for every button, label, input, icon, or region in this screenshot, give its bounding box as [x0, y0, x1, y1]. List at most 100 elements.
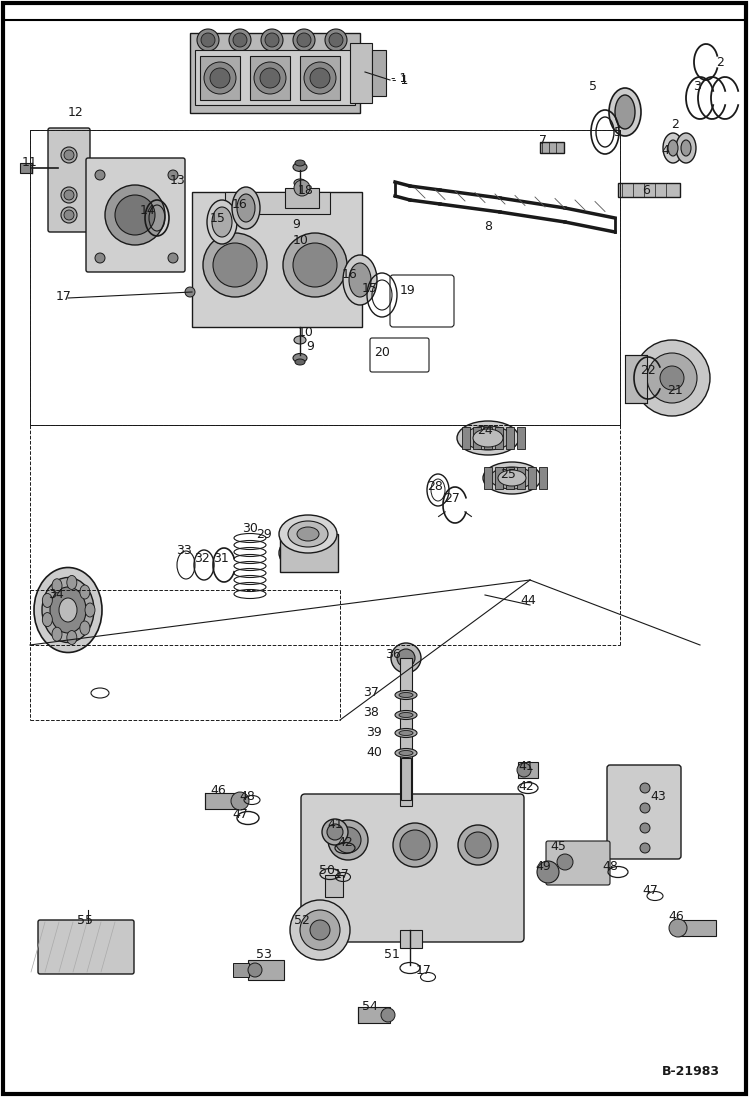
Circle shape [310, 68, 330, 88]
Text: 27: 27 [444, 491, 460, 505]
Ellipse shape [473, 429, 503, 446]
Circle shape [248, 963, 262, 977]
Circle shape [115, 195, 155, 235]
Ellipse shape [297, 527, 319, 541]
Text: 15: 15 [362, 282, 378, 294]
Ellipse shape [85, 603, 95, 617]
Ellipse shape [294, 179, 306, 186]
FancyBboxPatch shape [607, 765, 681, 859]
Ellipse shape [293, 162, 307, 171]
Ellipse shape [50, 587, 86, 633]
Circle shape [517, 764, 531, 777]
Bar [225, 192, 330, 214]
Ellipse shape [676, 133, 696, 163]
Circle shape [329, 33, 343, 47]
Circle shape [210, 68, 230, 88]
Text: 48: 48 [602, 860, 618, 872]
Text: 52: 52 [294, 914, 310, 927]
Ellipse shape [668, 140, 678, 156]
Text: 6: 6 [642, 183, 650, 196]
Bar [20, 163, 32, 173]
Text: 11: 11 [22, 156, 38, 169]
Text: 8: 8 [484, 219, 492, 233]
Ellipse shape [237, 194, 255, 222]
Ellipse shape [207, 200, 237, 244]
Bar [200, 56, 240, 100]
Text: 24: 24 [477, 423, 493, 437]
Text: 40: 40 [366, 746, 382, 759]
Circle shape [201, 33, 215, 47]
Ellipse shape [295, 160, 305, 166]
Ellipse shape [288, 521, 328, 547]
Text: 43: 43 [650, 790, 666, 803]
Text: 14: 14 [140, 204, 156, 216]
Text: 50: 50 [319, 863, 335, 877]
Text: 54: 54 [362, 999, 378, 1013]
Ellipse shape [43, 612, 52, 626]
Text: 20: 20 [374, 346, 390, 359]
Bar [678, 920, 716, 936]
Ellipse shape [399, 731, 413, 735]
FancyBboxPatch shape [48, 128, 90, 231]
Text: 30: 30 [242, 521, 258, 534]
Text: 9: 9 [292, 218, 300, 231]
Text: 9: 9 [306, 340, 314, 353]
Text: 36: 36 [385, 648, 401, 661]
Text: 42: 42 [518, 780, 534, 792]
Text: 22: 22 [640, 363, 656, 376]
Ellipse shape [609, 88, 641, 136]
Ellipse shape [483, 462, 541, 494]
Circle shape [325, 29, 347, 50]
Bar [325, 875, 343, 897]
Text: 10: 10 [293, 234, 309, 247]
Text: 38: 38 [363, 706, 379, 720]
Circle shape [327, 824, 343, 840]
Text: 5: 5 [589, 79, 597, 92]
Bar [484, 427, 492, 449]
Ellipse shape [80, 621, 90, 635]
Text: 16: 16 [232, 199, 248, 212]
Text: 3: 3 [693, 79, 701, 92]
Circle shape [293, 244, 337, 287]
Bar [350, 43, 372, 103]
Ellipse shape [681, 140, 691, 156]
Text: - 1: - 1 [392, 73, 408, 87]
Text: 31: 31 [213, 552, 229, 565]
Circle shape [335, 827, 361, 853]
Circle shape [640, 803, 650, 813]
Ellipse shape [80, 585, 90, 599]
Circle shape [168, 170, 178, 180]
Circle shape [400, 830, 430, 860]
Text: B-21983: B-21983 [662, 1065, 720, 1078]
Text: 13: 13 [170, 173, 186, 186]
Text: 17: 17 [416, 964, 432, 977]
Text: 47: 47 [642, 883, 658, 896]
Circle shape [254, 63, 286, 94]
Ellipse shape [52, 579, 62, 592]
Text: 37: 37 [363, 686, 379, 699]
Ellipse shape [67, 631, 77, 645]
Circle shape [204, 63, 236, 94]
Text: 12: 12 [68, 106, 84, 120]
Circle shape [660, 366, 684, 391]
Ellipse shape [399, 750, 413, 756]
Text: 51: 51 [384, 949, 400, 961]
Ellipse shape [349, 263, 371, 297]
Ellipse shape [663, 133, 683, 163]
Ellipse shape [212, 207, 232, 237]
Circle shape [393, 823, 437, 867]
Bar [285, 188, 319, 208]
Bar [372, 50, 386, 97]
Bar [625, 355, 647, 403]
Text: 55: 55 [77, 914, 93, 927]
Circle shape [640, 823, 650, 833]
Text: 44: 44 [520, 593, 536, 607]
Circle shape [640, 783, 650, 793]
Ellipse shape [464, 426, 512, 450]
Bar [517, 427, 525, 449]
Circle shape [397, 649, 415, 667]
Ellipse shape [279, 514, 337, 553]
Bar [205, 793, 243, 808]
Bar [518, 762, 538, 778]
Bar [400, 658, 412, 806]
